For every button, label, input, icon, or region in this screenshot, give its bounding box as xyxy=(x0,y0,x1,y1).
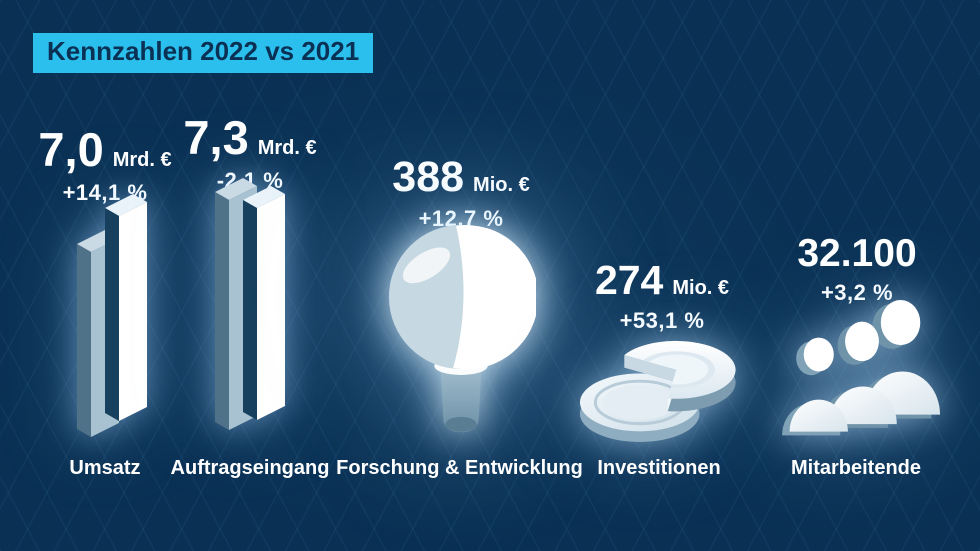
kpi-unit: Mio. € xyxy=(473,174,530,196)
kpi-value: 7,3 xyxy=(183,111,249,164)
bar-2022 xyxy=(105,194,147,421)
person-front xyxy=(782,337,848,436)
kpi-change: +3,2 % xyxy=(820,280,894,305)
kpi-value-line: 274 Mio. € xyxy=(583,260,741,301)
kpi-group-forschung-entwicklung: 388 Mio. € +12,7 % xyxy=(382,156,540,232)
page-title: Kennzahlen 2022 vs 2021 xyxy=(47,36,360,66)
kpi-label: Mitarbeitende xyxy=(790,457,922,479)
kpi-group-umsatz: 7,0 Mrd. € +14,1 % xyxy=(30,126,180,206)
kpi-unit: Mrd. € xyxy=(112,149,172,171)
kpi-value-line: 7,0 Mrd. € xyxy=(30,126,180,173)
kpi-group-mitarbeitende: 32.100 +3,2 % xyxy=(778,234,936,306)
kpi-value: 32.100 xyxy=(797,232,917,275)
kpi-label: Umsatz xyxy=(69,457,141,479)
kpi-unit: Mrd. € xyxy=(257,137,317,159)
people-icon xyxy=(782,300,942,441)
kpi-label: Forschung & Entwicklung xyxy=(336,457,583,479)
kpi-value: 388 xyxy=(392,153,465,201)
kpi-change: +53,1 % xyxy=(619,308,705,333)
bar-columns-icon xyxy=(55,186,165,451)
title-banner: Kennzahlen 2022 vs 2021 xyxy=(33,33,374,73)
kpi-unit: Mio. € xyxy=(672,277,730,299)
coin-raised-segment xyxy=(624,340,736,412)
kpi-value-line: 32.100 xyxy=(778,234,936,273)
kpi-group-investitionen: 274 Mio. € +53,1 % xyxy=(583,260,741,334)
bar-2022 xyxy=(243,186,285,420)
kpi-value: 7,0 xyxy=(38,123,104,176)
kpi-label: Investitionen xyxy=(597,457,721,479)
kpi-label: Auftragseingang xyxy=(170,457,330,479)
kpi-value-line: 388 Mio. € xyxy=(382,156,540,199)
light-bulb-icon xyxy=(386,216,536,448)
bar-columns-icon xyxy=(200,176,310,448)
kpi-value-line: 7,3 Mrd. € xyxy=(175,114,325,161)
kpi-value: 274 xyxy=(594,257,664,303)
coin-pie-icon xyxy=(578,328,742,444)
